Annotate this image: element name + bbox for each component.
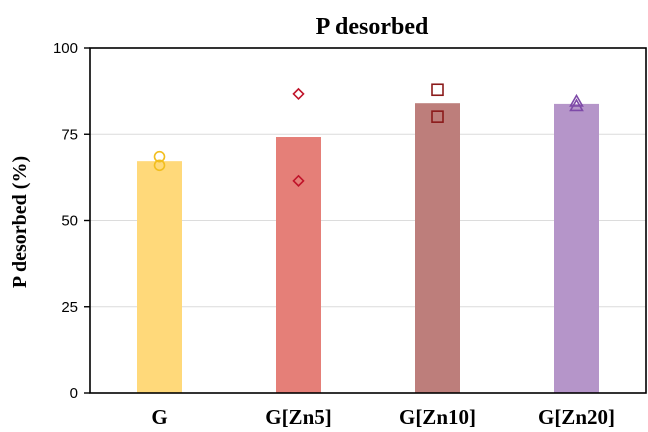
replicate-triangle — [569, 98, 584, 112]
bar-G[Zn20] — [554, 103, 599, 393]
replicate-square — [431, 110, 444, 123]
y-tick-label: 100 — [53, 40, 78, 57]
x-tick-label: G[Zn5] — [265, 405, 332, 429]
y-tick-label: 50 — [61, 213, 78, 230]
y-tick-label: 75 — [61, 126, 78, 143]
gridlines — [90, 133, 646, 308]
replicate-diamond — [292, 174, 305, 187]
replicate-circle — [153, 150, 166, 163]
chart-title: P desorbed — [316, 14, 429, 40]
y-tick-label: 25 — [61, 299, 78, 316]
plot-frame — [89, 47, 647, 394]
replicate-markers — [153, 83, 584, 187]
bars — [137, 103, 599, 393]
bar-G — [137, 161, 182, 393]
y-tick-labels: 0 25 50 75 100 — [53, 40, 78, 402]
replicate-square — [431, 83, 444, 97]
y-axis-label: P desorbed (%) — [9, 156, 31, 288]
y-tick-label: 0 — [70, 385, 78, 402]
x-tick-label: G — [151, 405, 167, 429]
x-tick-labels: G G[Zn5] G[Zn10] G[Zn20] — [151, 405, 615, 429]
x-tick-label: G[Zn20] — [538, 405, 615, 429]
axes — [84, 47, 647, 394]
bar-G[Zn5] — [276, 137, 321, 393]
x-tick-label: G[Zn10] — [399, 405, 476, 429]
replicate-circle — [153, 159, 166, 172]
bar-G[Zn10] — [415, 103, 460, 393]
replicate-triangle — [569, 93, 584, 107]
replicate-diamond — [292, 87, 305, 101]
